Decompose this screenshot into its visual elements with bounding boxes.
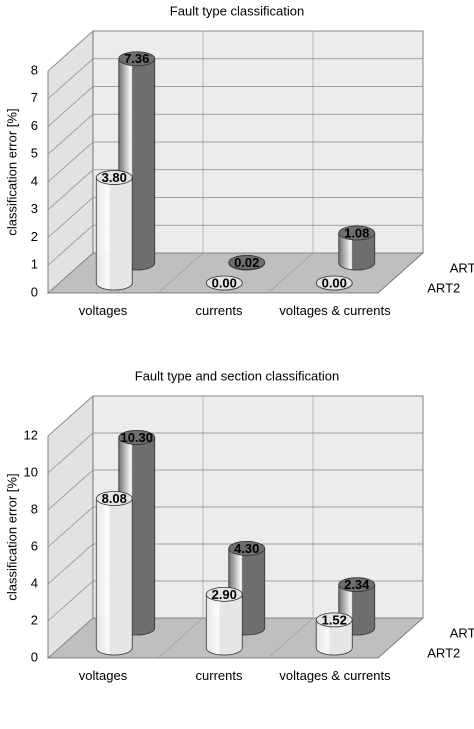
x-tick-label-box: currents xyxy=(195,303,243,318)
chart-title: Fault type classification xyxy=(170,3,304,18)
value-label: 3.80 xyxy=(102,170,127,185)
x-tick-label-box: voltages xyxy=(78,668,128,683)
grid-line xyxy=(47,432,423,474)
bar-top xyxy=(95,170,133,185)
bar-top xyxy=(205,275,243,291)
value-label: 8.08 xyxy=(102,491,127,506)
bar-top xyxy=(228,255,266,270)
grid-line xyxy=(47,252,423,294)
bar xyxy=(95,177,133,291)
value-label: 7.36 xyxy=(124,51,149,66)
y-tick-label: 4 xyxy=(31,575,38,590)
y-tick-label: 2 xyxy=(31,229,38,244)
x-tick-label-box: voltages & currents xyxy=(279,668,391,683)
value-label: 0.00 xyxy=(212,275,237,290)
grid-line xyxy=(47,169,423,211)
grid-line xyxy=(47,224,423,266)
chart-title: Fault type and section classification xyxy=(135,368,340,383)
y-tick-label: 6 xyxy=(31,118,38,133)
x-tick-label-box: currents xyxy=(195,668,243,683)
bar xyxy=(205,593,243,656)
x-tick-label: voltages xyxy=(78,668,128,683)
y-tick-label: 0 xyxy=(31,649,38,664)
bar-top xyxy=(315,275,353,291)
bar-top xyxy=(338,225,376,241)
y-tick-label: 10 xyxy=(24,464,38,479)
y-tick-label: 12 xyxy=(24,427,38,442)
x-tick-label-box: voltages & currents xyxy=(279,303,391,318)
bar xyxy=(315,619,353,656)
grid-line xyxy=(47,58,423,100)
legend-label: ART2 xyxy=(427,645,460,660)
x-tick-label: voltages & currents xyxy=(279,303,391,318)
bar-top xyxy=(205,586,243,602)
bar xyxy=(95,498,133,656)
y-tick-label: 2 xyxy=(31,612,38,627)
grid-line xyxy=(47,580,423,622)
value-label: 10.30 xyxy=(120,430,153,445)
bar-top xyxy=(338,577,376,593)
value-label: 1.08 xyxy=(344,225,369,240)
x-tick-label: voltages xyxy=(78,303,128,318)
y-tick-label: 8 xyxy=(31,501,38,516)
grid-line xyxy=(47,197,423,238)
value-label: 4.30 xyxy=(234,541,259,556)
y-tick-label: 0 xyxy=(31,284,38,299)
y-tick-label: 6 xyxy=(31,538,38,553)
bar-top xyxy=(95,491,133,506)
y-tick-label: 5 xyxy=(31,146,38,161)
grid-line xyxy=(47,469,423,511)
bar-top xyxy=(315,612,353,628)
y-tick-label: 4 xyxy=(31,173,38,188)
y-tick-label: 3 xyxy=(31,201,38,216)
grid-line xyxy=(47,86,423,127)
grid-line xyxy=(47,617,423,659)
grid-line xyxy=(47,141,423,183)
value-label: 2.90 xyxy=(212,587,237,602)
value-label: 1.52 xyxy=(322,612,347,627)
bar-top xyxy=(118,51,156,67)
grid-line xyxy=(47,506,423,548)
grid-line xyxy=(47,30,423,72)
value-label: 2.34 xyxy=(344,577,370,592)
value-label: 0.00 xyxy=(322,275,347,290)
value-label: 0.02 xyxy=(234,255,259,270)
bar-top xyxy=(118,430,156,445)
y-tick-label: 7 xyxy=(31,90,38,105)
x-tick-label: currents xyxy=(195,668,243,683)
legend-label: ART2 xyxy=(427,280,460,295)
y-tick-label: 1 xyxy=(31,257,38,272)
x-tick-label-box: voltages xyxy=(78,303,128,318)
x-tick-label: currents xyxy=(195,303,243,318)
grid-line xyxy=(47,543,423,585)
y-tick-label: 8 xyxy=(31,62,38,77)
bar xyxy=(338,232,376,271)
grid-line xyxy=(47,395,423,437)
x-tick-label: voltages & currents xyxy=(279,668,391,683)
grid-line xyxy=(47,113,423,155)
y-axis-label: classification error [%] xyxy=(4,108,19,235)
y-axis-label: classification error [%] xyxy=(4,473,19,600)
bar-top xyxy=(228,541,266,556)
